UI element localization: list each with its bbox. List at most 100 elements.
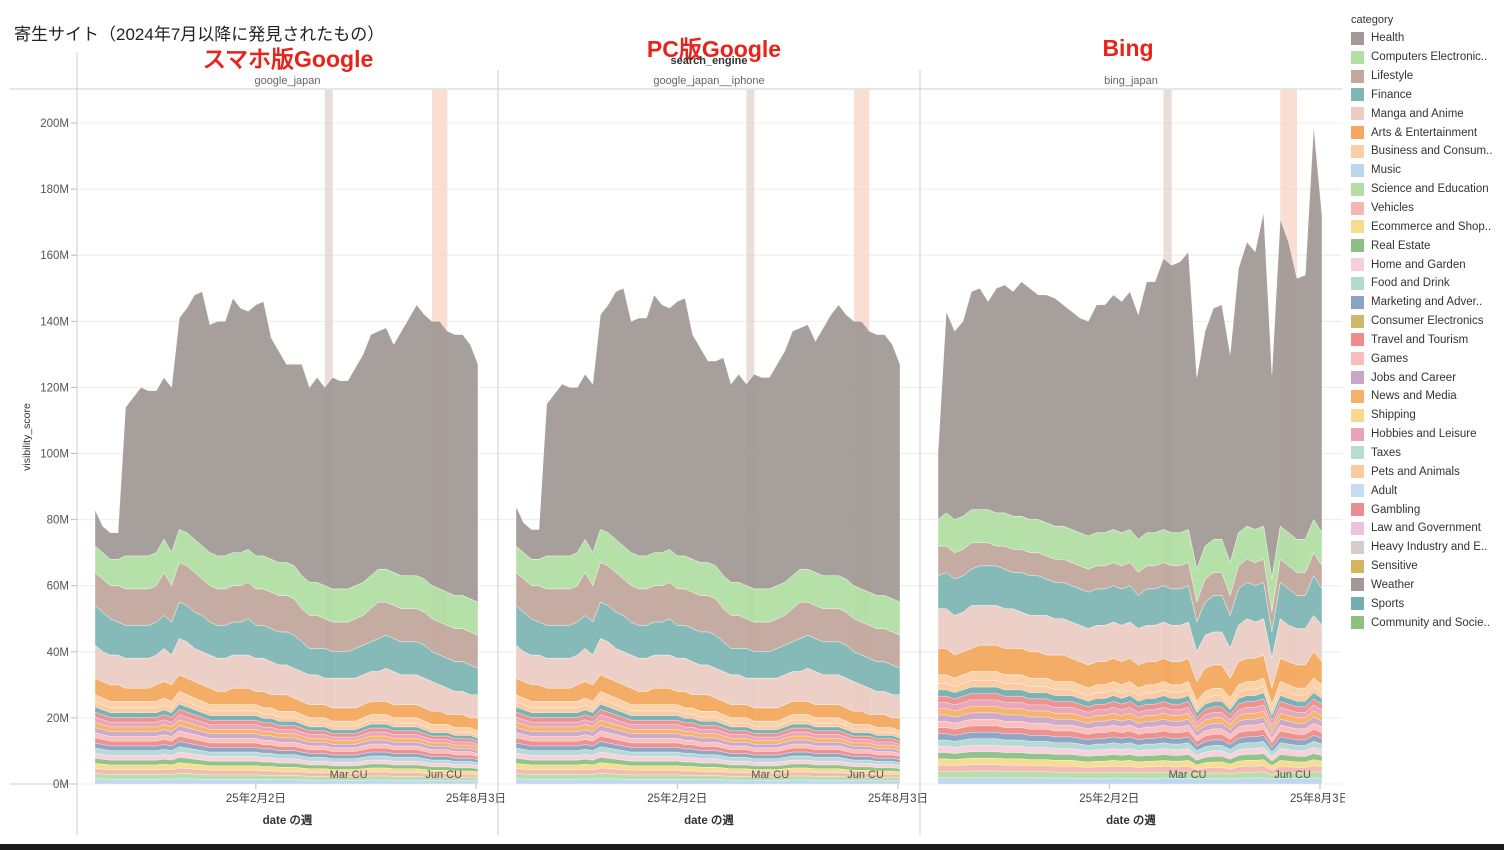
legend-swatch: [1351, 352, 1364, 366]
legend-item[interactable]: Food and Drink: [1351, 274, 1501, 293]
legend-item[interactable]: Home and Garden: [1351, 255, 1501, 274]
legend-label: Computers Electronic..: [1371, 51, 1488, 64]
legend-item[interactable]: Arts & Entertainment: [1351, 123, 1501, 142]
legend-swatch: [1351, 295, 1364, 309]
legend-label: Home and Garden: [1371, 258, 1466, 271]
legend-swatch: [1351, 578, 1364, 592]
legend-label: Manga and Anime: [1371, 107, 1464, 120]
legend-item[interactable]: Jobs and Career: [1351, 368, 1501, 387]
legend-swatch: [1351, 521, 1364, 535]
legend-item[interactable]: Sports: [1351, 594, 1501, 613]
legend-items: Health Computers Electronic.. Lifestyle Fin…: [1351, 29, 1501, 632]
legend-label: Jobs and Career: [1371, 371, 1457, 384]
legend-item[interactable]: Shipping: [1351, 406, 1501, 425]
legend-label: Gambling: [1371, 503, 1421, 516]
legend-label: Vehicles: [1371, 202, 1414, 215]
legend-label: Finance: [1371, 88, 1412, 101]
legend-swatch: [1351, 69, 1364, 83]
legend-label: Community and Socie..: [1371, 616, 1490, 629]
legend-swatch: [1351, 31, 1364, 45]
legend-item[interactable]: Community and Socie..: [1351, 613, 1501, 632]
legend-swatch: [1351, 50, 1364, 64]
legend-swatch: [1351, 88, 1364, 102]
legend-item[interactable]: Computers Electronic..: [1351, 48, 1501, 67]
window-bottom-edge: [0, 844, 1504, 850]
legend-item[interactable]: Sensitive: [1351, 557, 1501, 576]
legend-item[interactable]: Music: [1351, 161, 1501, 180]
x-axis-title: date の週: [263, 813, 313, 827]
facet-panel-bing_japan: bing_japan Mar CU Jun CU 25年2月2日 25年8月3日 date…: [919, 70, 1345, 835]
band-label: Mar CU: [330, 769, 368, 781]
legend-label: Weather: [1371, 578, 1415, 591]
y-tick-label: 60M: [47, 581, 69, 593]
legend-item[interactable]: Business and Consum..: [1351, 142, 1501, 161]
facet-header: google_japan__iphone: [653, 75, 764, 87]
legend-label: Sensitive: [1371, 560, 1418, 573]
x-axis-title: date の週: [1106, 813, 1156, 827]
legend-item[interactable]: Health: [1351, 29, 1501, 48]
legend-label: Taxes: [1371, 446, 1402, 459]
legend-swatch: [1351, 163, 1364, 177]
legend-item[interactable]: Real Estate: [1351, 236, 1501, 255]
legend-item[interactable]: Heavy Industry and E..: [1351, 538, 1501, 557]
legend-item[interactable]: Travel and Tourism: [1351, 331, 1501, 350]
legend-item[interactable]: Ecommerce and Shop..: [1351, 217, 1501, 236]
legend-item[interactable]: Lifestyle: [1351, 67, 1501, 86]
x-tick-label: 25年8月3日: [1290, 791, 1345, 805]
legend-item[interactable]: Law and Government: [1351, 519, 1501, 538]
legend-swatch: [1351, 540, 1364, 554]
legend-label: Adult: [1371, 484, 1398, 497]
x-tick-label: 25年8月3日: [446, 791, 506, 805]
legend-label: Heavy Industry and E..: [1371, 541, 1488, 554]
legend-label: Food and Drink: [1371, 277, 1450, 290]
overlay-label-smartphone-google: スマホ版Google: [202, 46, 374, 72]
legend-item[interactable]: Hobbies and Leisure: [1351, 425, 1501, 444]
legend-item[interactable]: Weather: [1351, 575, 1501, 594]
legend-item[interactable]: Vehicles: [1351, 199, 1501, 218]
legend-swatch: [1351, 371, 1364, 385]
y-tick-label: 180M: [40, 184, 69, 196]
legend-label: Ecommerce and Shop..: [1371, 220, 1492, 233]
legend-swatch: [1351, 446, 1364, 460]
legend-item[interactable]: Adult: [1351, 481, 1501, 500]
legend-item[interactable]: Pets and Animals: [1351, 462, 1501, 481]
legend-label: Shipping: [1371, 409, 1416, 422]
legend-swatch: [1351, 314, 1364, 328]
legend-label: News and Media: [1371, 390, 1457, 403]
legend-item[interactable]: Taxes: [1351, 444, 1501, 463]
legend-item[interactable]: Marketing and Adver..: [1351, 293, 1501, 312]
legend-label: Real Estate: [1371, 239, 1431, 252]
legend-item[interactable]: Gambling: [1351, 500, 1501, 519]
legend-swatch: [1351, 408, 1364, 422]
overlay-label-bing: Bing: [1102, 35, 1154, 61]
legend-item[interactable]: Science and Education: [1351, 180, 1501, 199]
band-label: Mar CU: [751, 769, 789, 781]
legend-title: category: [1351, 14, 1394, 26]
overlay-label-pc-google: PC版Google: [646, 36, 782, 62]
legend-swatch: [1351, 559, 1364, 573]
legend-swatch: [1351, 427, 1364, 441]
legend-item[interactable]: Games: [1351, 349, 1501, 368]
legend-swatch: [1351, 503, 1364, 517]
facet-panel-google_japan__iphone: google_japan__iphone Mar CU Jun CU 25年2月2日 2…: [497, 70, 928, 835]
legend-item[interactable]: Consumer Electronics: [1351, 312, 1501, 331]
legend-swatch: [1351, 276, 1364, 290]
y-tick-label: 0M: [53, 779, 69, 791]
area-thin-category: [937, 777, 1323, 785]
faceted-stacked-area-chart: 0M 20M 40M 60M 80M 100M 120M 140M 160M 180M 200M vi…: [10, 52, 1345, 835]
facet-header-label: search_engine: [670, 55, 748, 67]
legend-item[interactable]: News and Media: [1351, 387, 1501, 406]
legend-item[interactable]: Manga and Anime: [1351, 104, 1501, 123]
facet-header: google_japan: [254, 75, 320, 87]
legend-label: Music: [1371, 164, 1402, 177]
legend: category Health Computers Electronic.. Lif…: [1351, 14, 1501, 632]
facet-panel-google_japan: google_japan Mar CU Jun CU 25年2月2日 25年8月3日 da…: [94, 75, 506, 827]
y-tick-label: 20M: [47, 713, 69, 725]
facet-header: bing_japan: [1104, 75, 1158, 87]
y-tick-label: 100M: [40, 449, 69, 461]
legend-swatch: [1351, 258, 1364, 272]
legend-item[interactable]: Finance: [1351, 86, 1501, 105]
legend-label: Marketing and Adver..: [1371, 296, 1483, 309]
legend-swatch: [1351, 220, 1364, 234]
legend-swatch: [1351, 465, 1364, 479]
